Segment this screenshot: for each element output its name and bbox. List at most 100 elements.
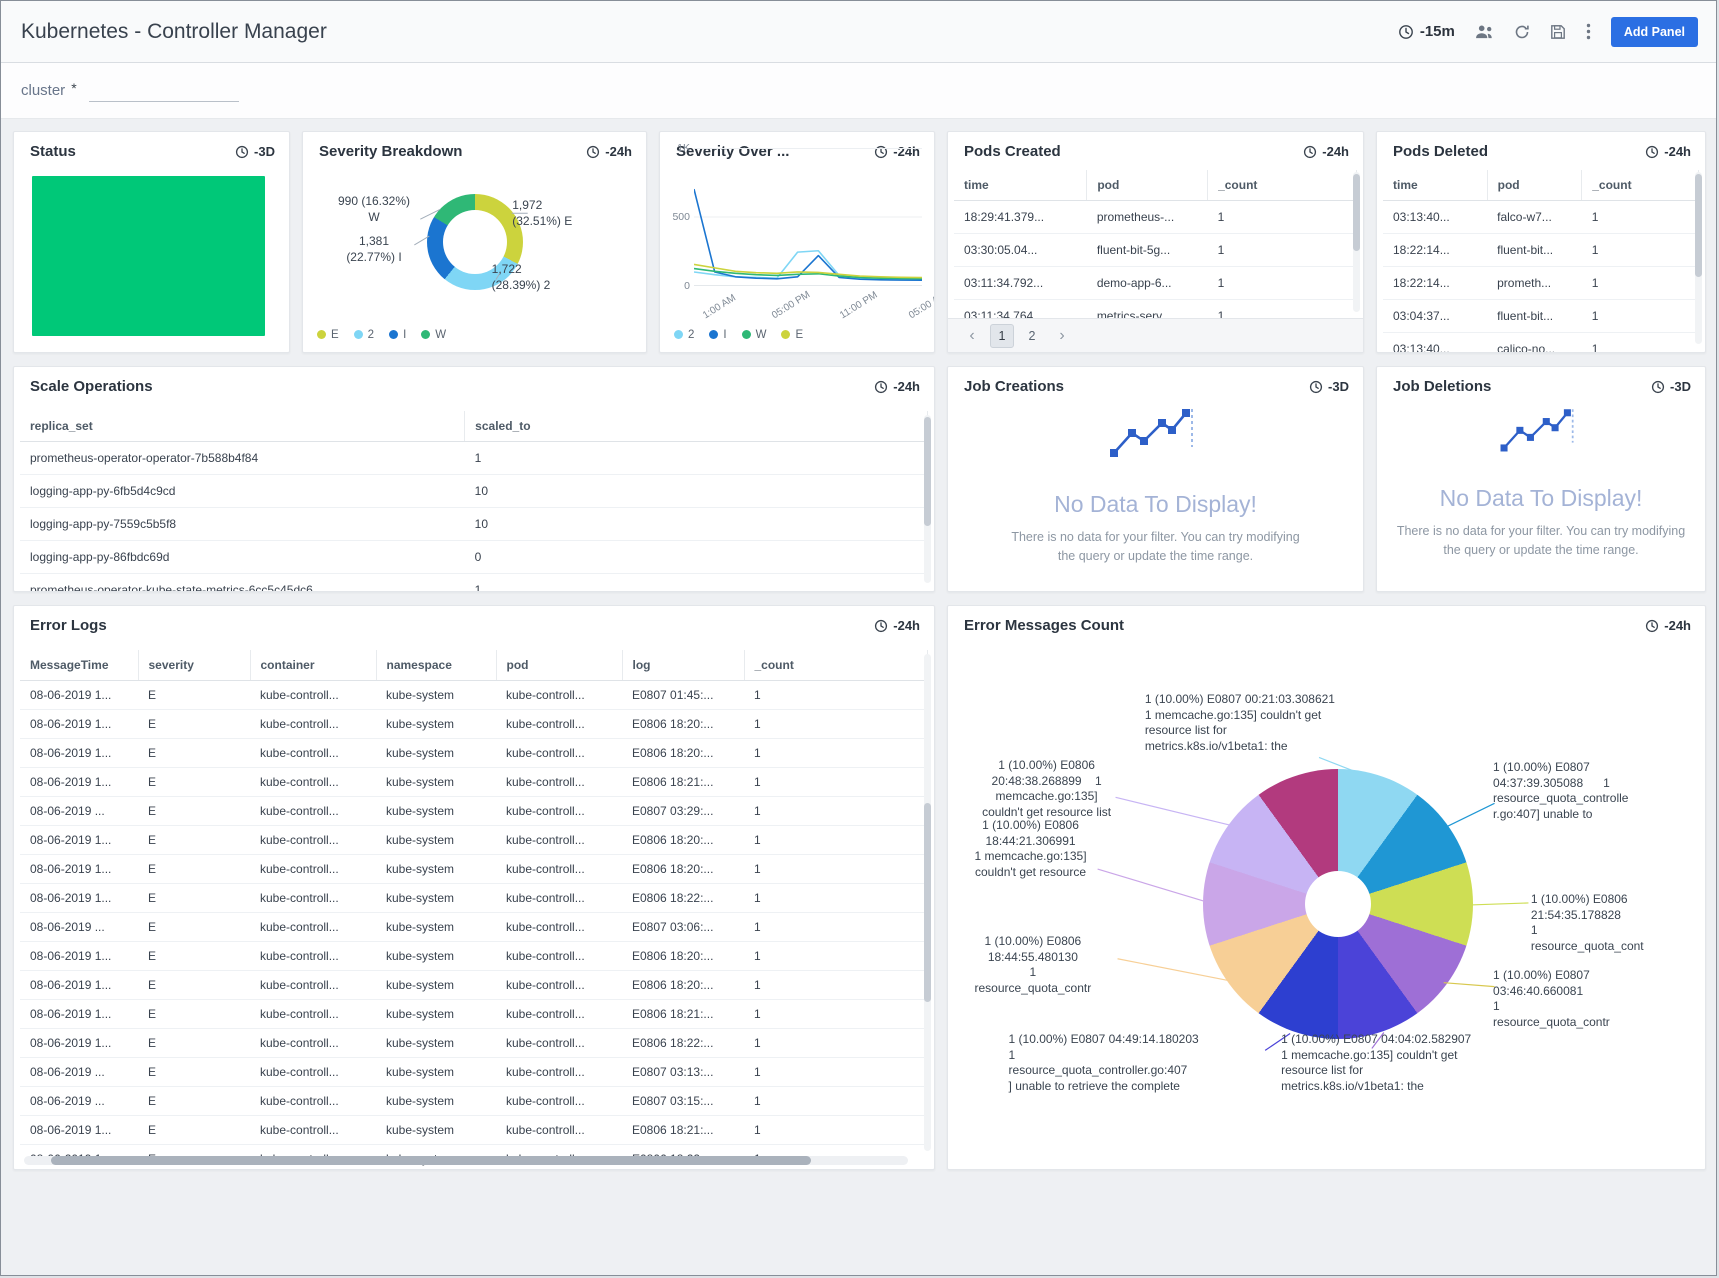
column-header-container[interactable]: container	[250, 650, 377, 681]
horizontal-scrollbar[interactable]	[24, 1156, 908, 1165]
pager-page-2[interactable]: 2	[1028, 328, 1036, 343]
table-row[interactable]: prometheus-operator-operator-7b588b4f84 1	[20, 441, 928, 475]
table-row[interactable]: 03:30:05.04... fluent-bit-5g... 1	[954, 233, 1357, 267]
clock-icon	[1646, 619, 1659, 632]
cluster-filter-input[interactable]	[88, 79, 239, 102]
pager-prev-button[interactable]: ‹	[969, 326, 975, 344]
vertical-scrollbar[interactable]	[924, 654, 931, 1151]
panel-time-range[interactable]: -3D	[235, 144, 275, 159]
table-cell: E0807 03:29:...	[622, 796, 744, 826]
table-row[interactable]: 18:22:14... prometh... 1	[1383, 266, 1699, 300]
line-series-W	[694, 269, 922, 279]
panel-title: Error Logs	[30, 617, 107, 634]
column-header--count[interactable]: _count	[744, 650, 928, 681]
column-header-messagetime[interactable]: MessageTime	[20, 650, 139, 681]
legend-item-E[interactable]: E	[317, 329, 339, 341]
panel-time-range[interactable]: -24h	[1645, 618, 1691, 633]
panel-time-value: -3D	[254, 144, 275, 159]
column-header-replica-set[interactable]: replica_set	[20, 411, 466, 442]
column-header-severity[interactable]: severity	[138, 650, 251, 681]
table-cell: E	[138, 767, 250, 797]
table-cell: kube-controll...	[250, 970, 376, 1000]
data-table: MessageTime severity container namespace pod…	[20, 650, 928, 1169]
table-cell: 08-06-2019 1...	[20, 738, 138, 768]
table-cell: kube-controll...	[496, 941, 622, 971]
column-header-pod[interactable]: pod	[1086, 170, 1209, 201]
table-cell: prometheus-...	[1086, 200, 1208, 234]
no-data-message: There is no data for your filter. You ca…	[1011, 530, 1300, 563]
column-header-time[interactable]: time	[954, 170, 1088, 201]
pager-page-1[interactable]: 1	[990, 323, 1014, 348]
table-cell: 1	[744, 941, 928, 971]
table-row[interactable]: logging-app-py-7559c5b5f8 10	[20, 507, 928, 541]
vertical-scrollbar[interactable]	[1353, 172, 1360, 312]
panel-severity-breakdown: Severity Breakdown -24h	[302, 131, 647, 353]
vertical-scrollbar[interactable]	[924, 415, 931, 583]
vertical-scrollbar[interactable]	[1695, 172, 1702, 344]
table-row[interactable]: 18:29:41.379... prometheus-... 1	[954, 200, 1357, 234]
panel-time-range[interactable]: -24h	[1303, 144, 1349, 159]
table-row[interactable]: 18:22:14... fluent-bit... 1	[1383, 233, 1699, 267]
panel-time-range[interactable]: -24h	[586, 144, 632, 159]
column-header-time[interactable]: time	[1383, 170, 1488, 201]
legend-item-E[interactable]: E	[781, 329, 803, 341]
table-cell: 0	[464, 540, 928, 574]
add-panel-button[interactable]: Add Panel	[1610, 16, 1698, 47]
column-header-namespace[interactable]: namespace	[376, 650, 497, 681]
table-row[interactable]: 03:13:40... calico-no... 1	[1383, 332, 1699, 352]
legend-item-2[interactable]: 2	[674, 329, 694, 341]
column-header-log[interactable]: log	[622, 650, 745, 681]
table-cell: 1	[744, 1028, 928, 1058]
table-row[interactable]: logging-app-py-86fbdc69d 0	[20, 540, 928, 574]
legend-item-W[interactable]: W	[421, 329, 446, 341]
column-header-pod[interactable]: pod	[496, 650, 623, 681]
pager-next-button[interactable]: ›	[1059, 326, 1065, 344]
severity-line-chart[interactable]	[694, 148, 922, 286]
table-row[interactable]: 03:04:37... fluent-bit... 1	[1383, 299, 1699, 333]
legend-item-W[interactable]: W	[741, 329, 766, 341]
legend-item-2[interactable]: 2	[353, 329, 374, 341]
panel-time-range[interactable]: -3D	[1309, 379, 1349, 394]
legend-item-I[interactable]: I	[389, 329, 406, 341]
column-header--count[interactable]: _count	[1581, 170, 1699, 201]
column-header--count[interactable]: _count	[1207, 170, 1357, 201]
pie-callout-label: 1 (10.00%) E0806 18:44:21.306991 1 memca…	[974, 818, 1087, 879]
column-header-scaled-to[interactable]: scaled_to	[464, 411, 928, 442]
refresh-icon[interactable]	[1514, 24, 1530, 40]
save-icon[interactable]	[1550, 24, 1566, 40]
table-row[interactable]: prometheus-operator-kube-state-metrics-6…	[20, 573, 928, 591]
error-messages-pie[interactable]	[1202, 769, 1473, 1039]
panel-time-range[interactable]: -24h	[874, 618, 920, 633]
share-users-icon[interactable]	[1475, 24, 1494, 39]
table-cell: prometh...	[1487, 266, 1582, 300]
kebab-menu-icon[interactable]	[1586, 23, 1591, 40]
table-row[interactable]: 03:11:34.792... demo-app-6... 1	[954, 266, 1357, 300]
table-row[interactable]: logging-app-py-6fb5d4c9cd 10	[20, 474, 928, 508]
table-row[interactable]: 03:13:40... falco-w7... 1	[1383, 200, 1699, 234]
table-cell: E0807 03:15:...	[622, 1086, 744, 1116]
table-cell: kube-system	[376, 796, 496, 826]
column-header-pod[interactable]: pod	[1487, 170, 1583, 201]
legend-item-I[interactable]: I	[709, 329, 727, 341]
panel-time-range[interactable]: -24h	[1645, 144, 1691, 159]
time-range-selector[interactable]: -15m	[1398, 23, 1455, 40]
panel-time-range[interactable]: -3D	[1651, 379, 1691, 394]
panel-time-range[interactable]: -24h	[874, 379, 920, 394]
severity-donut-chart[interactable]	[426, 194, 523, 290]
